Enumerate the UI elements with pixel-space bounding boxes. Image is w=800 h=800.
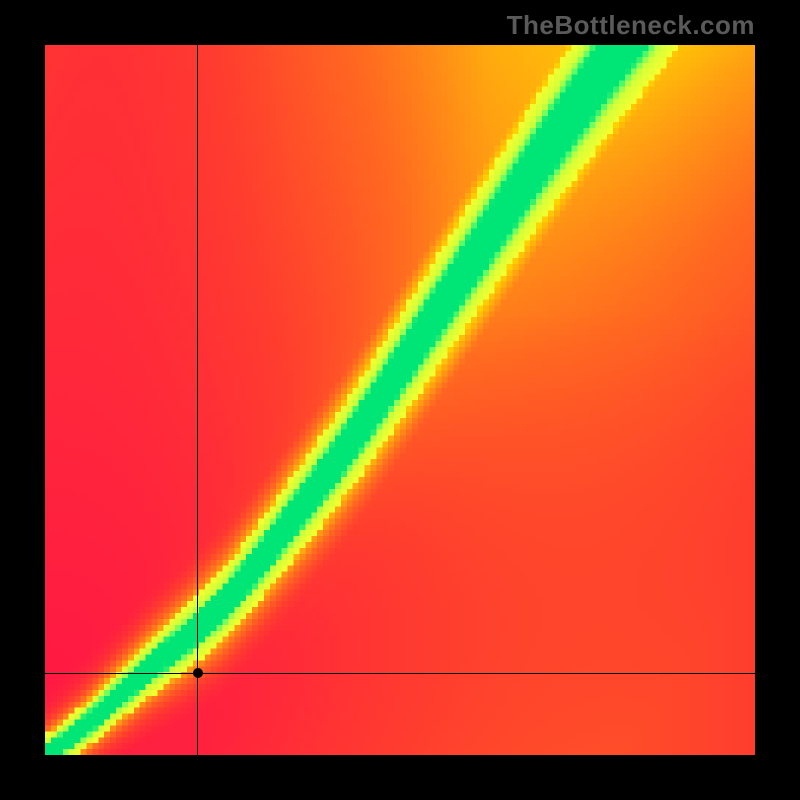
frame-left [0,0,45,800]
crosshair-marker-dot [193,668,203,678]
watermark-text: TheBottleneck.com [507,10,755,41]
frame-right [755,0,800,800]
crosshair-vertical-line [197,45,198,755]
frame-bottom [0,755,800,800]
crosshair-horizontal-line [45,673,755,674]
bottleneck-heatmap [45,45,755,755]
